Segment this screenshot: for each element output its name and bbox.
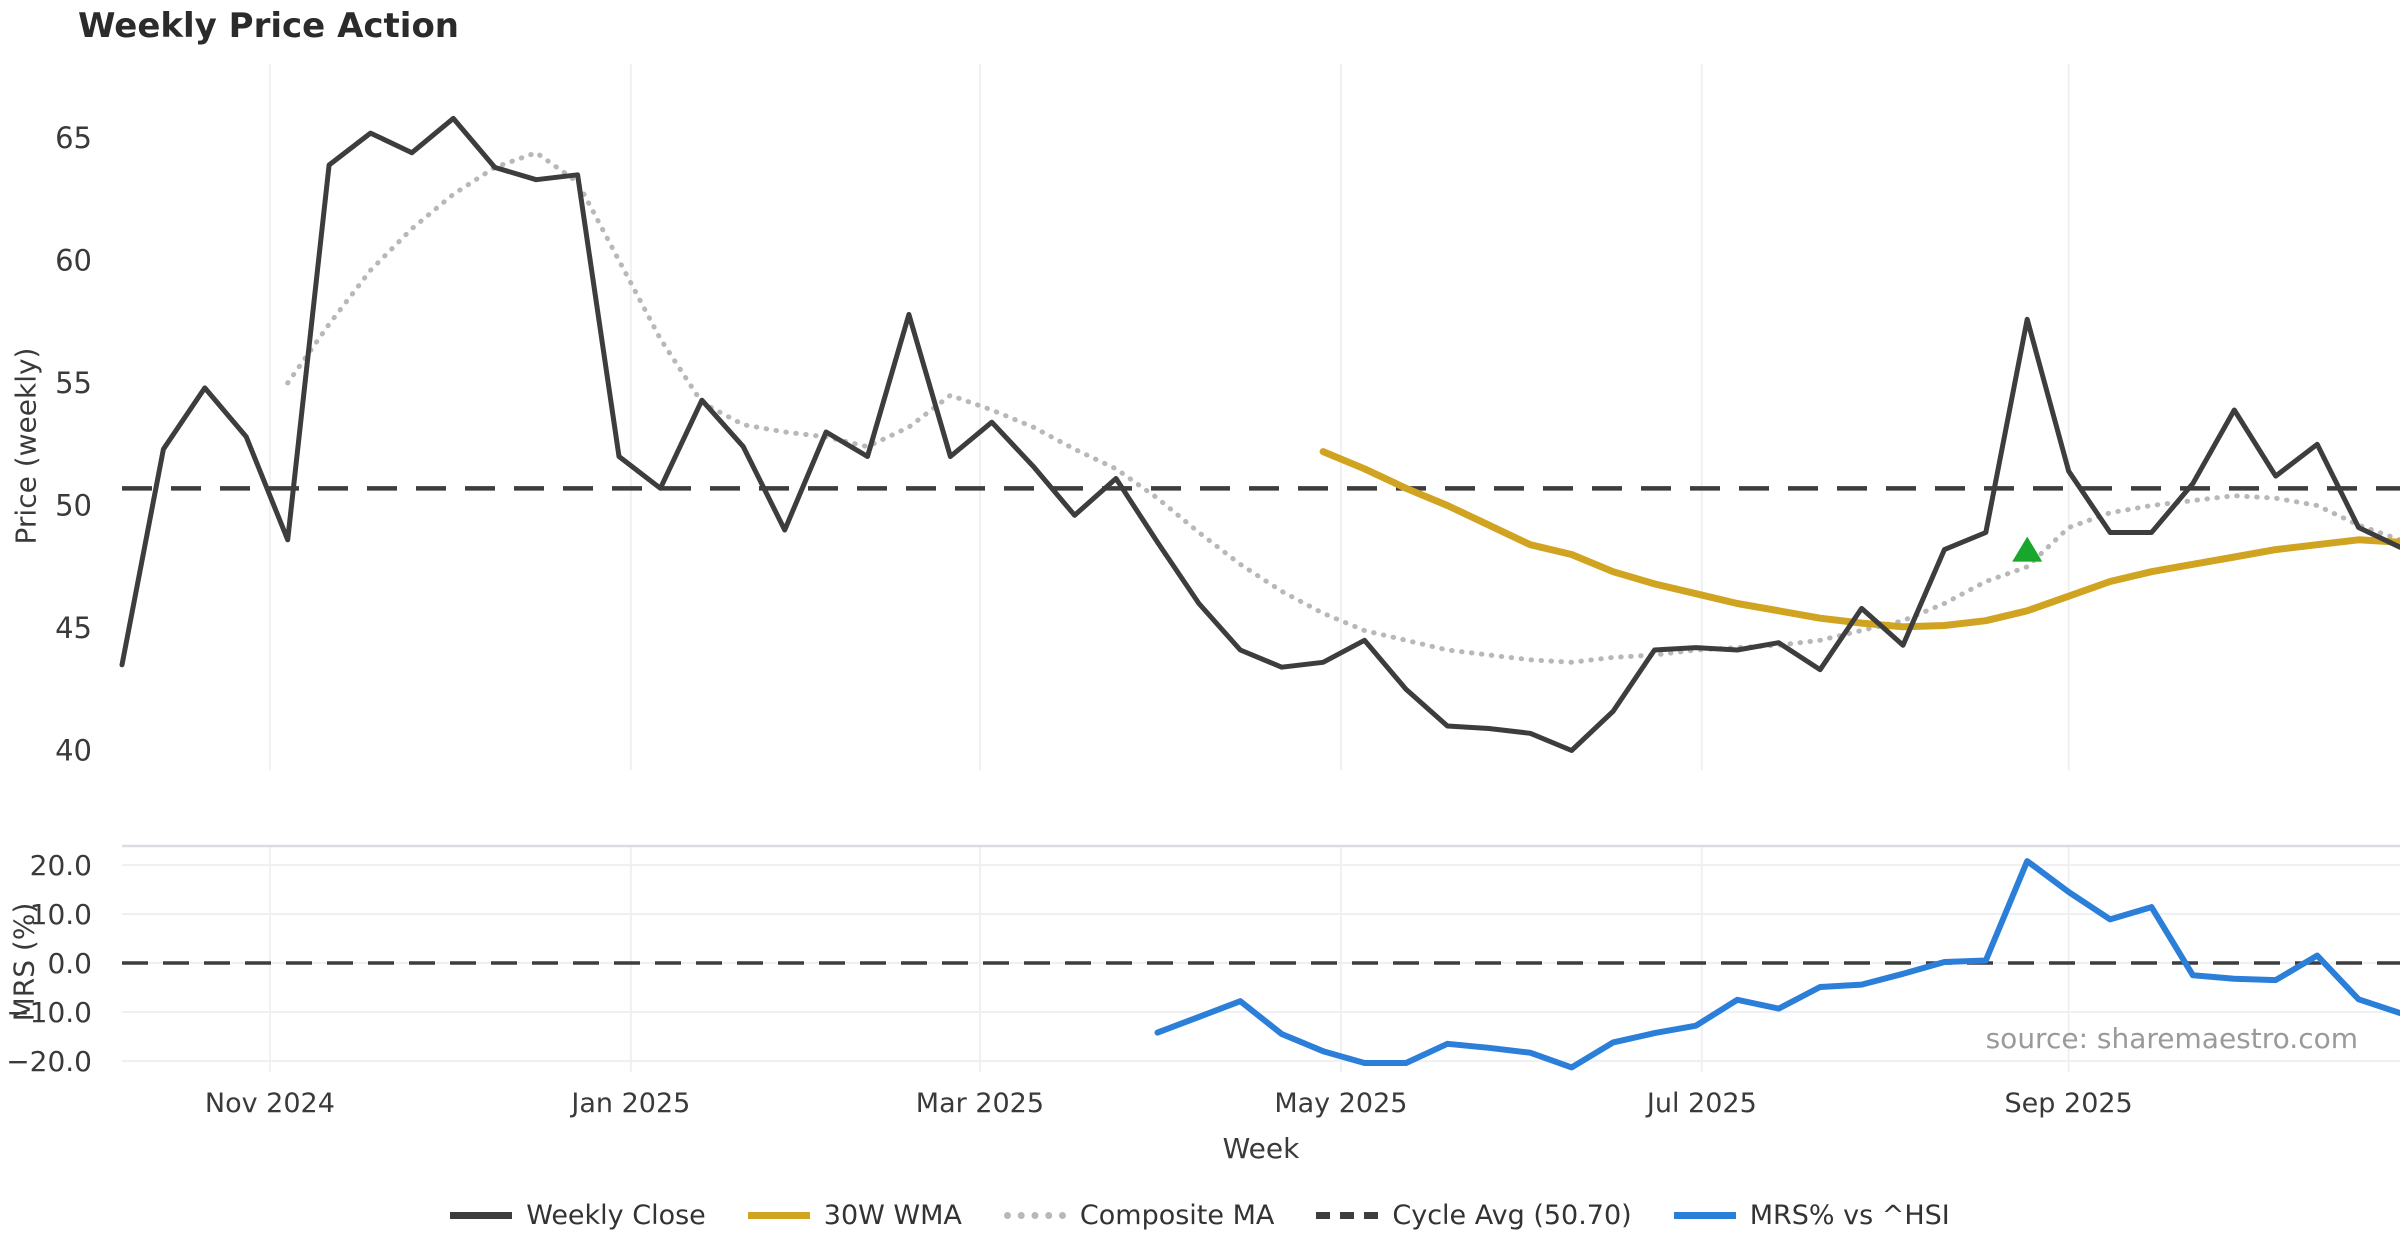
gridlines-layer <box>122 64 2400 1072</box>
price-ytick-label: 55 <box>55 366 92 400</box>
weekly-close-line <box>119 115 2400 753</box>
price-axis-title: Price (weekly) <box>9 347 43 545</box>
data-series-layer <box>119 115 2400 1071</box>
chart-legend: Weekly Close 30W WMA Composite MA Cycle … <box>0 1200 2400 1231</box>
legend-item-composite-ma: Composite MA <box>1003 1200 1275 1231</box>
legend-label: Composite MA <box>1079 1200 1275 1231</box>
price-ytick-label: 40 <box>55 734 92 768</box>
mrs-ytick-label: −20.0 <box>6 1045 92 1078</box>
signal-marker-layer <box>2012 536 2043 562</box>
reference-lines-layer <box>122 486 2400 965</box>
legend-item-weekly-close: Weekly Close <box>450 1200 706 1231</box>
weekly-close-line-swatch-icon <box>450 1212 513 1219</box>
legend-label: 30W WMA <box>823 1200 962 1231</box>
price-ytick-label: 50 <box>55 489 92 523</box>
mrs-ytick-label: 20.0 <box>30 849 92 882</box>
mrs-line <box>1154 858 2400 1071</box>
chart-title: Weekly Price Action <box>78 6 460 46</box>
legend-item-cycle-avg: Cycle Avg (50.70) <box>1316 1200 1632 1231</box>
legend-label: Cycle Avg (50.70) <box>1392 1200 1632 1231</box>
mrs-line-swatch-icon <box>1673 1212 1736 1219</box>
wma-line <box>1319 448 2400 631</box>
composite-ma-line <box>285 150 2400 665</box>
x-tick-label: Jan 2025 <box>569 1088 690 1119</box>
price-ytick-label: 60 <box>55 244 92 278</box>
legend-label: MRS% vs ^HSI <box>1749 1200 1950 1231</box>
source-attribution: source: sharemaestro.com <box>1985 1022 2358 1055</box>
mrs-ytick-label: 0.0 <box>47 947 92 980</box>
mrs-ytick-label: 10.0 <box>30 898 92 931</box>
x-tick-label: Jul 2025 <box>1645 1088 1757 1119</box>
axis-labels-layer: 65 60 55 50 45 40 20.0 10.0 0.0 −10.0 −20.0 Nov 202… <box>6 121 2133 1119</box>
x-tick-label: May 2025 <box>1274 1088 1407 1119</box>
mrs-axis-title: MRS (%) <box>7 902 41 1022</box>
legend-item-mrs: MRS% vs ^HSI <box>1673 1200 1950 1231</box>
legend-label: Weekly Close <box>526 1200 706 1231</box>
wma-line-swatch-icon <box>747 1212 810 1219</box>
price-ytick-label: 45 <box>55 611 92 645</box>
x-tick-label: Mar 2025 <box>916 1088 1044 1119</box>
cycle-avg-line-swatch-icon <box>1316 1212 1379 1219</box>
composite-ma-line-swatch-icon <box>1003 1212 1066 1219</box>
price-ytick-label: 65 <box>55 121 92 155</box>
x-tick-label: Sep 2025 <box>2005 1088 2133 1119</box>
legend-item-30w-wma: 30W WMA <box>747 1200 962 1231</box>
mrs-ytick-label: −10.0 <box>6 996 92 1029</box>
x-axis-title: Week <box>1222 1132 1300 1165</box>
buy-signal-triangle-icon <box>2012 536 2043 562</box>
x-tick-label: Nov 2024 <box>205 1088 335 1119</box>
